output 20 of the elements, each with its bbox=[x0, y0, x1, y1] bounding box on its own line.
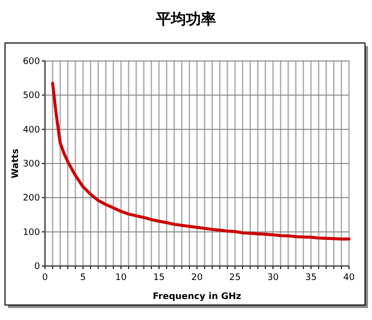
y-tick-label: 600 bbox=[22, 57, 40, 67]
y-tick-label: 200 bbox=[22, 194, 40, 204]
y-tick-label: 400 bbox=[22, 125, 40, 136]
x-tick-label: 30 bbox=[267, 273, 279, 283]
x-tick-label: 20 bbox=[191, 273, 203, 283]
x-axis-title: Frequency in GHz bbox=[152, 292, 242, 302]
x-tick-label: 40 bbox=[343, 273, 355, 283]
y-tick-label: 100 bbox=[22, 228, 40, 238]
y-tick-label: 0 bbox=[34, 262, 40, 272]
line-series bbox=[51, 82, 350, 241]
x-tick-label: 10 bbox=[115, 273, 127, 283]
x-tick-label: 35 bbox=[305, 273, 317, 283]
y-tick-label: 500 bbox=[22, 91, 40, 102]
x-tick-label: 5 bbox=[80, 273, 86, 283]
x-tick-label: 15 bbox=[153, 273, 165, 283]
y-tick-label: 300 bbox=[22, 160, 40, 170]
y-axis-title: Watts bbox=[11, 148, 21, 178]
chart-title: 平均功率 bbox=[155, 10, 216, 28]
x-tick-label: 0 bbox=[42, 273, 48, 283]
x-tick-label: 25 bbox=[229, 273, 241, 283]
